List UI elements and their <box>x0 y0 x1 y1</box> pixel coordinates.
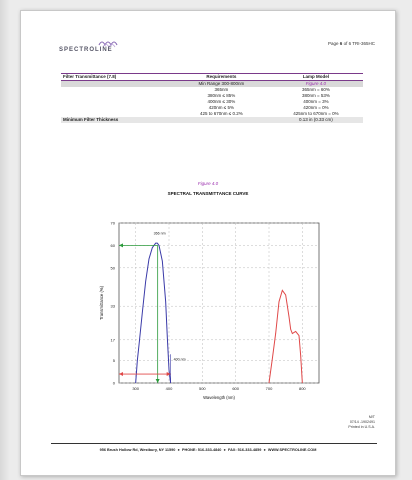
table-row: 380nm ≤ 85% 380nm = 53% <box>207 93 330 98</box>
cutoff-arrow-right <box>166 372 171 377</box>
y-tick-label: 0 <box>113 381 116 386</box>
spectral-transmittance-chart: 300 400 500 600 700 800 0 5 17 33 50 60 70 Wavelength… <box>99 221 320 400</box>
min-thickness-row: Minimum Filter Thickness 0.13 in (0.33 c… <box>61 117 363 123</box>
y-axis-label: Transmittance (%) <box>99 285 104 320</box>
table-row: 420nm ≤ 5% 420nm = 0% <box>208 105 329 110</box>
series-line-2 <box>268 289 303 384</box>
y-tick-label: 50 <box>111 265 116 270</box>
peak-arrow-left <box>119 243 123 248</box>
series-line-1 <box>135 242 172 384</box>
y-tick-label: 33 <box>111 304 116 309</box>
x-tick-label: 400 <box>166 386 173 391</box>
figure-title: SPECTRAL TRANSMITTANCE CURVE <box>167 191 249 196</box>
document-page: SPECTROLINE Page 6 of 6 TRI-365HC Filter… <box>20 10 396 476</box>
footer-divider <box>51 443 377 444</box>
filter-spec-table: Filter Transmittance (7.8) Requirements … <box>61 73 363 123</box>
table-row: 365nm 365nm = 60% <box>214 87 330 92</box>
document-footnote: M/T 07/14 -1902491 Printed in U.S.A. <box>348 415 375 429</box>
spectroline-logo: SPECTROLINE <box>59 37 129 57</box>
footer-web: WWW.SPECTROLINE.COM <box>267 448 317 452</box>
col-header: Requirements <box>206 74 237 79</box>
page-number: Page 6 of 6 TRI-365HC <box>328 41 375 46</box>
cutoff-annotation: 400 nm <box>174 358 186 362</box>
footer-fax: FAX: 516-333-4859 <box>227 448 262 452</box>
footer-bullet: ● <box>177 448 180 452</box>
logo-text: SPECTROLINE <box>59 47 113 53</box>
figure-label: Figure 4.0 <box>197 181 219 186</box>
x-tick-label: 800 <box>299 386 306 391</box>
figure-ref: Figure 4.0 <box>268 80 363 87</box>
table-header-row: Filter Transmittance (7.8) Requirements … <box>61 73 363 81</box>
footer-bullet: ● <box>263 448 266 452</box>
y-tick-label: 60 <box>111 243 116 248</box>
wave-icon <box>98 41 118 48</box>
background-edge <box>0 0 10 480</box>
footer-phone: PHONE: 516-333-4840 <box>181 448 222 452</box>
x-tick-label: 700 <box>266 386 273 391</box>
peak-arrow-down <box>155 379 160 383</box>
footer-contact: 956 Brush Hollow Rd, Westbury, NY 11590 … <box>21 448 395 452</box>
col-header: Lamp Model <box>302 74 330 79</box>
range-row: Min Range 300-800nm Figure 4.0 <box>61 80 363 87</box>
x-axis-label: Wavelength (nm) <box>203 395 235 400</box>
y-tick-label: 17 <box>111 337 116 342</box>
cutoff-arrow-left <box>119 372 123 377</box>
table-row: 425 to 670nm ≤ 0.2% 425nm to 670nm = 0% <box>200 111 339 116</box>
x-tick-label: 500 <box>199 386 206 391</box>
x-tick-label: 300 <box>132 386 139 391</box>
footer-address: 956 Brush Hollow Rd, Westbury, NY 11590 <box>99 448 176 452</box>
peak-annotation: 366 nm <box>154 231 166 235</box>
y-tick-label: 5 <box>113 358 116 363</box>
plot-area <box>118 222 320 384</box>
footer-bullet: ● <box>223 448 226 452</box>
col-header: Filter Transmittance (7.8) <box>63 74 117 79</box>
table-row: 400nm ≤ 30% 400nm = 3% <box>207 99 329 104</box>
y-tick-label: 70 <box>111 221 116 226</box>
x-tick-label: 600 <box>232 386 239 391</box>
